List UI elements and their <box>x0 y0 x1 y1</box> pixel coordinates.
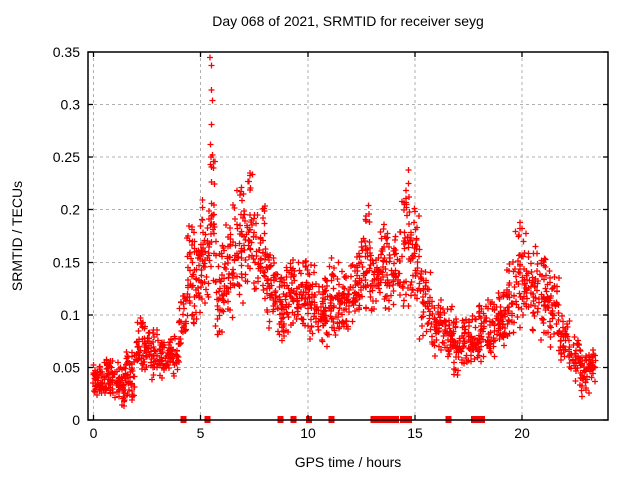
svg-text:0.3: 0.3 <box>61 97 81 113</box>
x-axis-label: GPS time / hours <box>294 454 402 470</box>
svg-text:0.05: 0.05 <box>53 360 80 376</box>
svg-text:0.15: 0.15 <box>53 255 80 271</box>
chart-title: Day 068 of 2021, SRMTID for receiver sey… <box>212 13 484 29</box>
svg-text:0.2: 0.2 <box>61 202 81 218</box>
svg-text:0: 0 <box>72 412 80 428</box>
svg-text:0.1: 0.1 <box>61 307 81 323</box>
svg-text:0.35: 0.35 <box>53 44 80 60</box>
svg-text:10: 10 <box>300 425 316 441</box>
tick-marks <box>88 51 608 421</box>
svg-text:0.25: 0.25 <box>53 149 80 165</box>
x-tick-labels: 0 5 10 15 20 <box>90 425 530 441</box>
svg-text:0: 0 <box>90 425 98 441</box>
plot-border <box>87 51 609 421</box>
scatter-points <box>90 54 599 409</box>
svg-text:5: 5 <box>197 425 205 441</box>
y-tick-labels: 0 0.05 0.1 0.15 0.2 0.25 0.3 0.35 <box>53 44 80 428</box>
svg-text:15: 15 <box>407 425 423 441</box>
svg-text:20: 20 <box>514 425 530 441</box>
